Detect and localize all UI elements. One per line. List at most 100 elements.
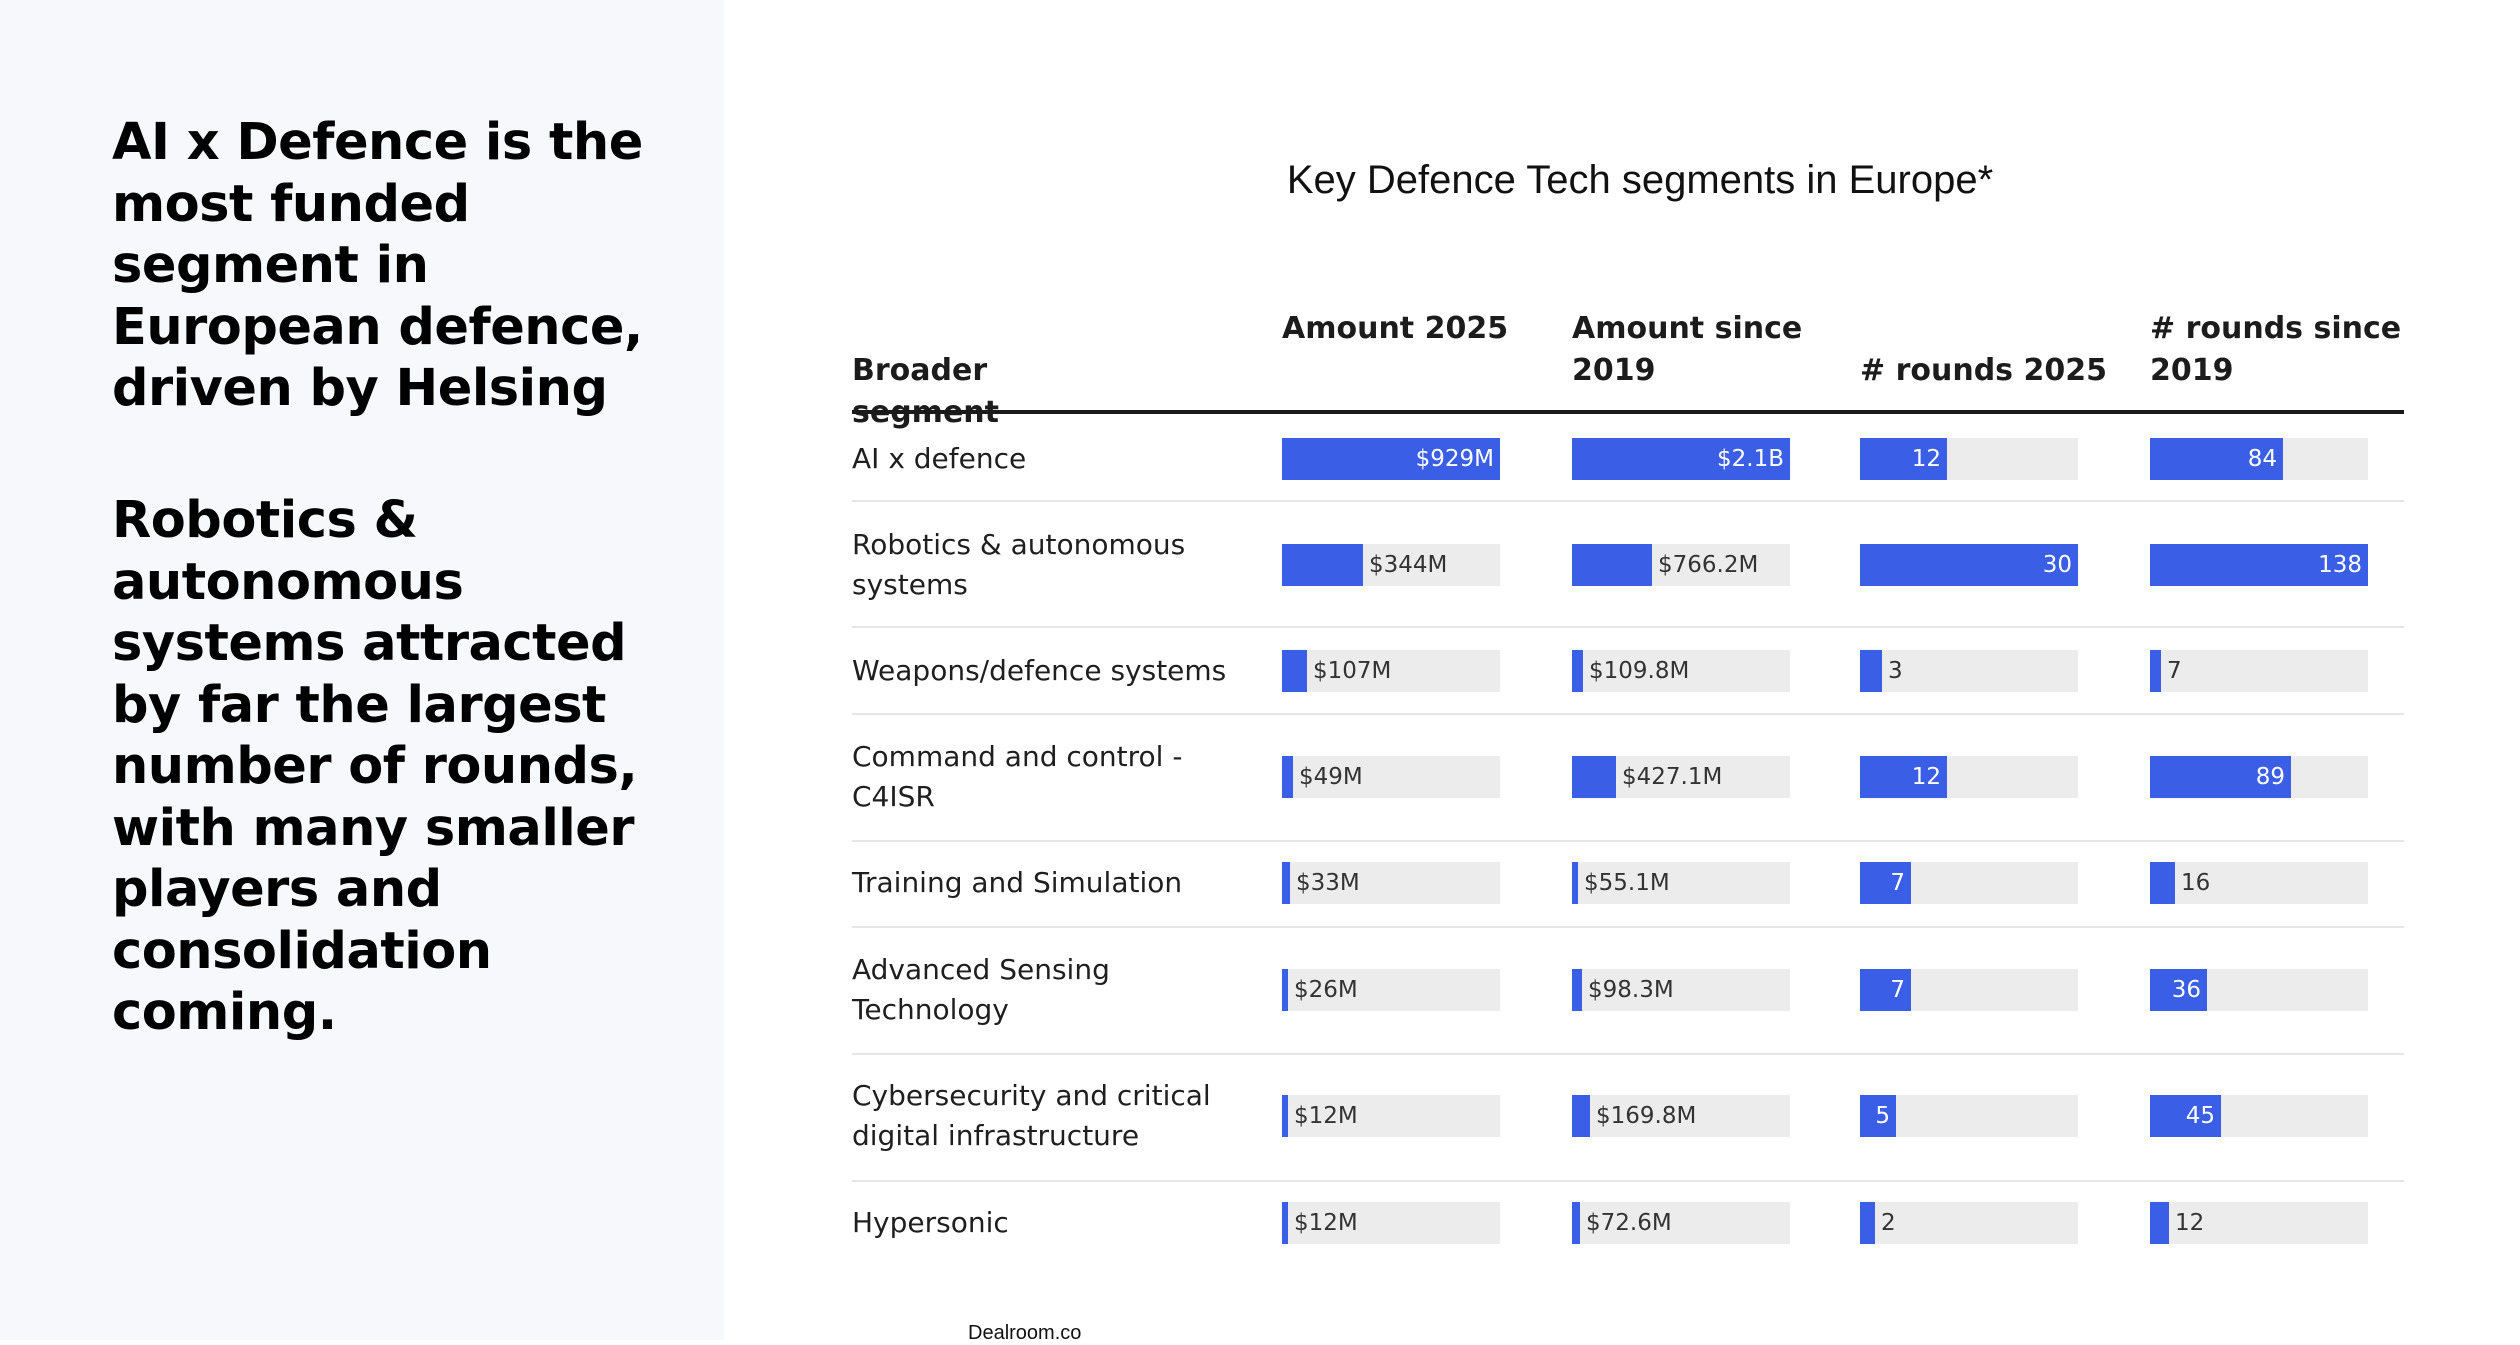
bar bbox=[1572, 1095, 1590, 1137]
bar-track: $12M bbox=[1282, 1095, 1500, 1137]
bar bbox=[1572, 544, 1652, 586]
header-rule bbox=[852, 410, 2404, 414]
bar-track: $33M bbox=[1282, 862, 1500, 904]
bar-track: 84 bbox=[2150, 438, 2368, 480]
segment-label: Weapons/defence systems bbox=[852, 654, 1227, 687]
bar-track: 5 bbox=[1860, 1095, 2078, 1137]
bar-track: $2.1B bbox=[1572, 438, 1790, 480]
column-header: # rounds 2025 bbox=[1860, 353, 2107, 388]
bar-value-label: 3 bbox=[1888, 658, 1903, 684]
row-divider bbox=[852, 1053, 2404, 1055]
source-note: Dealroom.co bbox=[968, 1322, 1082, 1344]
bar-track: 12 bbox=[1860, 756, 2078, 798]
headline-funding: AI x Defence is the most funded segment … bbox=[112, 113, 643, 418]
bar-value-label: 138 bbox=[2318, 552, 2362, 578]
bar bbox=[1572, 862, 1578, 904]
column-header: # rounds since 2019 bbox=[2150, 311, 2402, 388]
bar bbox=[2150, 1202, 2169, 1244]
bar-value-label: 12 bbox=[2175, 1210, 2205, 1236]
bar-value-label: 5 bbox=[1875, 1103, 1890, 1129]
bar-value-label: $12M bbox=[1294, 1103, 1358, 1129]
bar bbox=[1282, 1202, 1288, 1244]
bar bbox=[1860, 1202, 1875, 1244]
segment-label: Robotics & autonomous systems bbox=[852, 528, 1186, 601]
bar bbox=[2150, 969, 2207, 1011]
bar-track: $12M bbox=[1282, 1202, 1500, 1244]
bar-track: 36 bbox=[2150, 969, 2368, 1011]
bar bbox=[2150, 544, 2368, 586]
bar bbox=[1860, 438, 1947, 480]
bar-value-label: $12M bbox=[1294, 1210, 1358, 1236]
bar-track: $169.8M bbox=[1572, 1095, 1790, 1137]
bar-track: $929M bbox=[1282, 438, 1500, 480]
bar-track: $109.8M bbox=[1572, 650, 1790, 692]
bar-value-label: $107M bbox=[1313, 658, 1392, 684]
row-divider bbox=[852, 626, 2404, 628]
segment-label: Command and control - C4ISR bbox=[852, 740, 1183, 813]
row-divider bbox=[852, 840, 2404, 842]
bar bbox=[2150, 438, 2283, 480]
bar bbox=[1572, 756, 1616, 798]
bar-value-label: 84 bbox=[2247, 446, 2277, 472]
segment-label: Advanced Sensing Technology bbox=[852, 953, 1110, 1026]
bar-track: 3 bbox=[1860, 650, 2078, 692]
bar bbox=[1860, 650, 1882, 692]
bar-track: $344M bbox=[1282, 544, 1500, 586]
bar-track: $55.1M bbox=[1572, 862, 1790, 904]
bar-track: 12 bbox=[1860, 438, 2078, 480]
bar-value-label: 7 bbox=[1890, 870, 1905, 896]
bar-track: 138 bbox=[2150, 544, 2368, 586]
segment-label: Training and Simulation bbox=[852, 866, 1183, 899]
bar bbox=[1282, 438, 1500, 480]
bar-value-label: $98.3M bbox=[1588, 977, 1674, 1003]
segment-label: Cybersecurity and critical digital infra… bbox=[852, 1079, 1211, 1152]
bar bbox=[1282, 862, 1290, 904]
bar-value-label: $109.8M bbox=[1589, 658, 1690, 684]
segment-label: Hypersonic bbox=[852, 1206, 1009, 1239]
bar-track: 7 bbox=[2150, 650, 2368, 692]
bar-value-label: $2.1B bbox=[1717, 446, 1784, 472]
bar-value-label: 36 bbox=[2171, 977, 2201, 1003]
bar-value-label: $929M bbox=[1415, 446, 1494, 472]
bar bbox=[1572, 969, 1582, 1011]
bar bbox=[2150, 650, 2161, 692]
bar-value-label: 2 bbox=[1881, 1210, 1896, 1236]
bar-value-label: 16 bbox=[2181, 870, 2211, 896]
bar-track: 7 bbox=[1860, 862, 2078, 904]
bar-track: 89 bbox=[2150, 756, 2368, 798]
bar bbox=[1282, 544, 1363, 586]
bar-track: $98.3M bbox=[1572, 969, 1790, 1011]
bar bbox=[1860, 1095, 1896, 1137]
bar-track: $766.2M bbox=[1572, 544, 1790, 586]
bar bbox=[1282, 969, 1288, 1011]
bar-value-label: 7 bbox=[1890, 977, 1905, 1003]
bar bbox=[1282, 650, 1307, 692]
bar-value-label: $169.8M bbox=[1596, 1103, 1697, 1129]
segment-label: AI x defence bbox=[852, 442, 1027, 475]
bar-value-label: 12 bbox=[1911, 764, 1941, 790]
headline-rounds: Robotics & autonomous systems attracted … bbox=[112, 491, 638, 1042]
column-header: Broader segment bbox=[852, 353, 999, 430]
bar-value-label: 30 bbox=[2042, 552, 2072, 578]
bar-value-label: $427.1M bbox=[1622, 764, 1723, 790]
bar-track: $26M bbox=[1282, 969, 1500, 1011]
bar bbox=[1572, 1202, 1580, 1244]
bar-track: 45 bbox=[2150, 1095, 2368, 1137]
column-header: Amount since 2019 bbox=[1572, 311, 1803, 388]
bar-track: $49M bbox=[1282, 756, 1500, 798]
chart-title: Key Defence Tech segments in Europe* bbox=[1286, 158, 1994, 202]
bar bbox=[1860, 862, 1911, 904]
bar-track: 30 bbox=[1860, 544, 2078, 586]
bar bbox=[1572, 650, 1583, 692]
bar-value-label: $55.1M bbox=[1584, 870, 1670, 896]
bar-track: $72.6M bbox=[1572, 1202, 1790, 1244]
row-divider bbox=[852, 926, 2404, 928]
bar-value-label: 89 bbox=[2255, 764, 2285, 790]
bar-value-label: $344M bbox=[1369, 552, 1448, 578]
bar-value-label: $26M bbox=[1294, 977, 1358, 1003]
bar-track: 12 bbox=[2150, 1202, 2368, 1244]
bar-track: 16 bbox=[2150, 862, 2368, 904]
bar-value-label: $33M bbox=[1296, 870, 1360, 896]
column-header: Amount 2025 bbox=[1282, 311, 1509, 346]
bar-value-label: 45 bbox=[2185, 1103, 2215, 1129]
